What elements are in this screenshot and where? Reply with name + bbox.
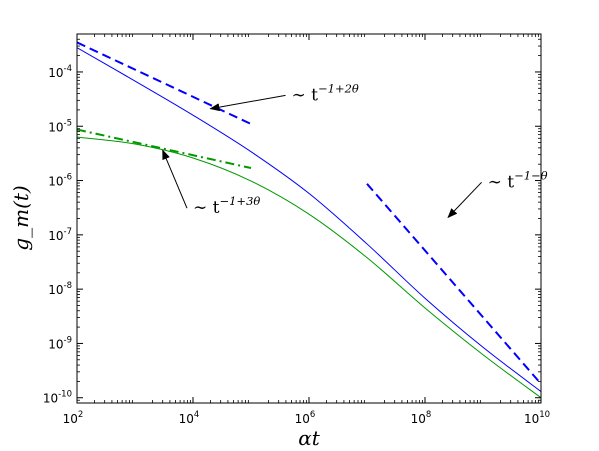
series-line-1 — [77, 136, 541, 399]
x-tick-label-3: 108 — [411, 410, 432, 426]
annotation-label-1: ∼ t−1+3θ — [193, 194, 260, 218]
y-tick-label-5: 10-5 — [48, 118, 72, 134]
series-line-0 — [77, 47, 541, 392]
y-tick-label-1: 10-9 — [48, 335, 72, 351]
annotation-arrow-0 — [209, 94, 286, 112]
x-axis-label: αt — [298, 426, 321, 450]
tick-layer: 102 104 106 108 1010 10-10 10-9 10-8 10-7 10-6 10-… — [43, 34, 550, 426]
series-layer — [77, 41, 541, 399]
y-tick-label-6: 10-4 — [48, 64, 72, 80]
y-tick-label-2: 10-8 — [48, 281, 72, 297]
y-tick-label-0: 10-10 — [43, 390, 72, 406]
y-tick-label-3: 10-7 — [48, 227, 72, 243]
annotation-label-2: ∼ t−1−θ — [488, 168, 548, 192]
x-tick-label-1: 104 — [179, 410, 200, 426]
series-line-3 — [77, 128, 252, 170]
plot-background — [77, 34, 541, 403]
y-tick-label-4: 10-6 — [48, 173, 72, 189]
y-axis-label: g_m(t) — [9, 185, 33, 250]
annotation-layer: ∼ t−1+2θ ∼ t−1+3θ ∼ t−1−θ — [162, 81, 548, 219]
x-tick-label-0: 102 — [63, 410, 84, 426]
annotation-arrow-2 — [447, 181, 482, 219]
x-tick-label-2: 106 — [295, 410, 316, 426]
annotation-arrow-1 — [162, 149, 188, 209]
x-tick-label-4: 1010 — [524, 410, 550, 426]
series-line-4 — [366, 183, 541, 385]
annotation-label-0: ∼ t−1+2θ — [292, 81, 359, 105]
series-line-2 — [77, 41, 252, 125]
